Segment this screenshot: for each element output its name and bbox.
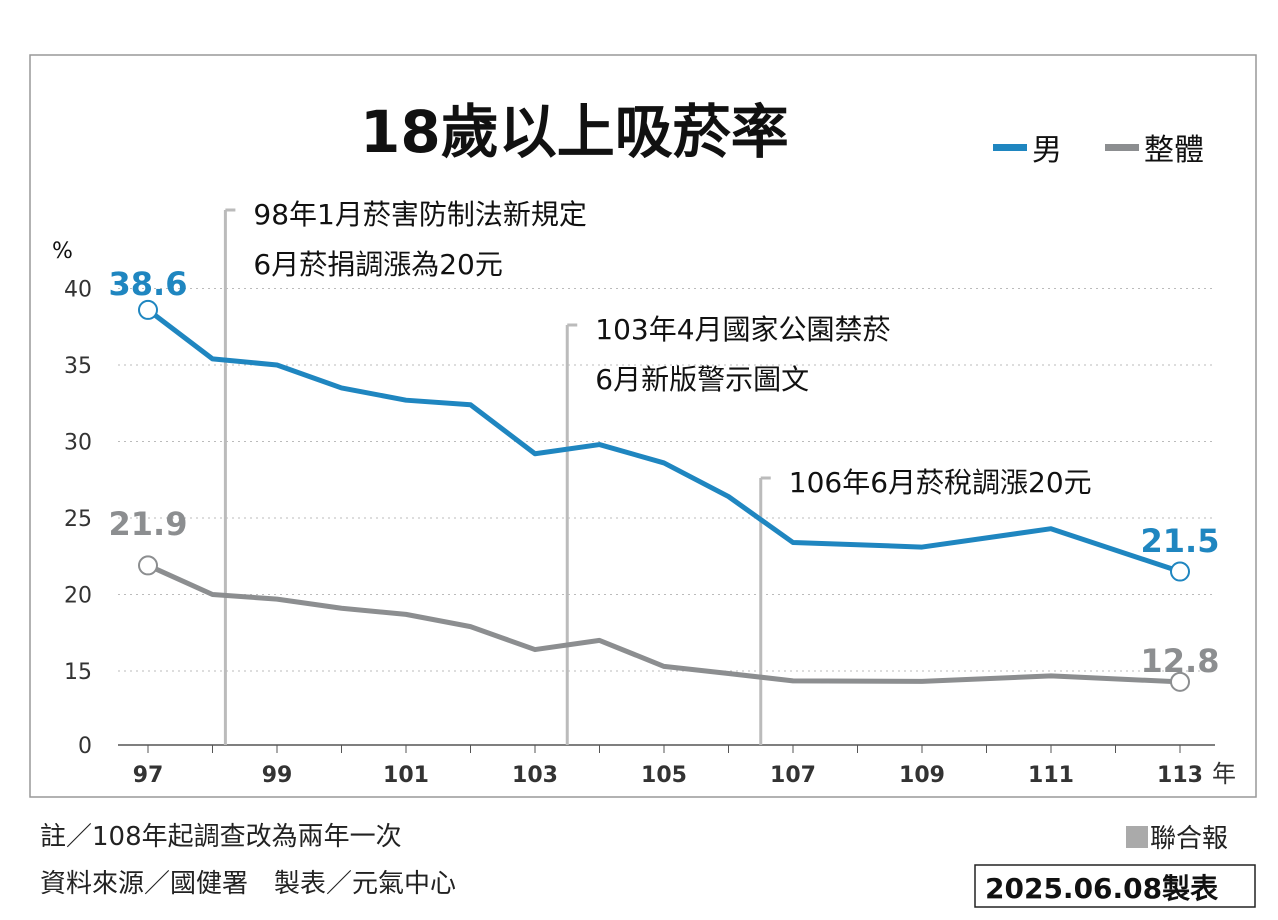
chart-title: 18歲以上吸菸率 bbox=[360, 98, 789, 166]
y-tick-label: 0 bbox=[78, 734, 92, 759]
y-axis-unit: % bbox=[52, 239, 73, 264]
y-tick-label: 40 bbox=[64, 278, 92, 303]
x-tick-label: 97 bbox=[133, 763, 164, 788]
annotation-text: 98年1月菸害防制法新規定 bbox=[253, 198, 586, 231]
footer-publisher: 聯合報 bbox=[1150, 824, 1228, 854]
y-tick-label: 25 bbox=[64, 507, 92, 532]
y-tick-label: 35 bbox=[64, 354, 92, 379]
annotation-text: 106年6月菸稅調漲20元 bbox=[789, 466, 1092, 499]
data-label: 38.6 bbox=[109, 265, 188, 303]
data-label: 21.9 bbox=[109, 505, 188, 543]
annotation-text: 103年4月國家公園禁菸 bbox=[595, 313, 890, 346]
legend-swatch-total bbox=[1105, 144, 1139, 151]
data-point bbox=[138, 555, 158, 576]
data-point bbox=[138, 299, 158, 320]
x-tick-label: 111 bbox=[1028, 763, 1074, 788]
y-tick-label: 30 bbox=[64, 431, 92, 456]
x-tick-label: 107 bbox=[770, 763, 816, 788]
x-axis-unit: 年 bbox=[1212, 760, 1236, 788]
x-tick-label: 101 bbox=[383, 763, 429, 788]
chart-frame bbox=[29, 54, 1257, 798]
data-point bbox=[1170, 561, 1190, 582]
x-tick-label: 105 bbox=[641, 763, 687, 788]
x-tick-label: 103 bbox=[512, 763, 558, 788]
legend: 男 整體 bbox=[993, 133, 1204, 168]
x-tick-label: 113 bbox=[1157, 763, 1203, 788]
annotation-text: 6月新版警示圖文 bbox=[595, 363, 809, 396]
legend-label-total: 整體 bbox=[1144, 133, 1204, 168]
series-line-total bbox=[146, 563, 1181, 685]
x-tick-label: 99 bbox=[262, 763, 293, 788]
data-label: 12.8 bbox=[1141, 642, 1220, 680]
annotation-text: 6月菸捐調漲為20元 bbox=[253, 248, 502, 281]
y-tick-label: 15 bbox=[64, 660, 92, 685]
legend-swatch-male bbox=[993, 144, 1027, 151]
footer: 註／108年起調查改為兩年一次 資料來源／國健署 製表／元氣中心 聯合報 202… bbox=[40, 822, 1256, 908]
x-tick-label: 109 bbox=[899, 763, 945, 788]
data-point bbox=[1170, 671, 1190, 692]
footer-note: 註／108年起調查改為兩年一次 bbox=[40, 822, 402, 852]
y-tick-label: 20 bbox=[64, 584, 92, 609]
legend-label-male: 男 bbox=[1032, 133, 1062, 168]
data-label: 21.5 bbox=[1141, 522, 1220, 560]
footer-source: 資料來源／國健署 製表／元氣中心 bbox=[40, 869, 456, 899]
publisher-square bbox=[1126, 826, 1148, 848]
series-line-male bbox=[146, 307, 1181, 574]
footer-date: 2025.06.08製表 bbox=[985, 872, 1218, 905]
date-box bbox=[974, 864, 1256, 908]
